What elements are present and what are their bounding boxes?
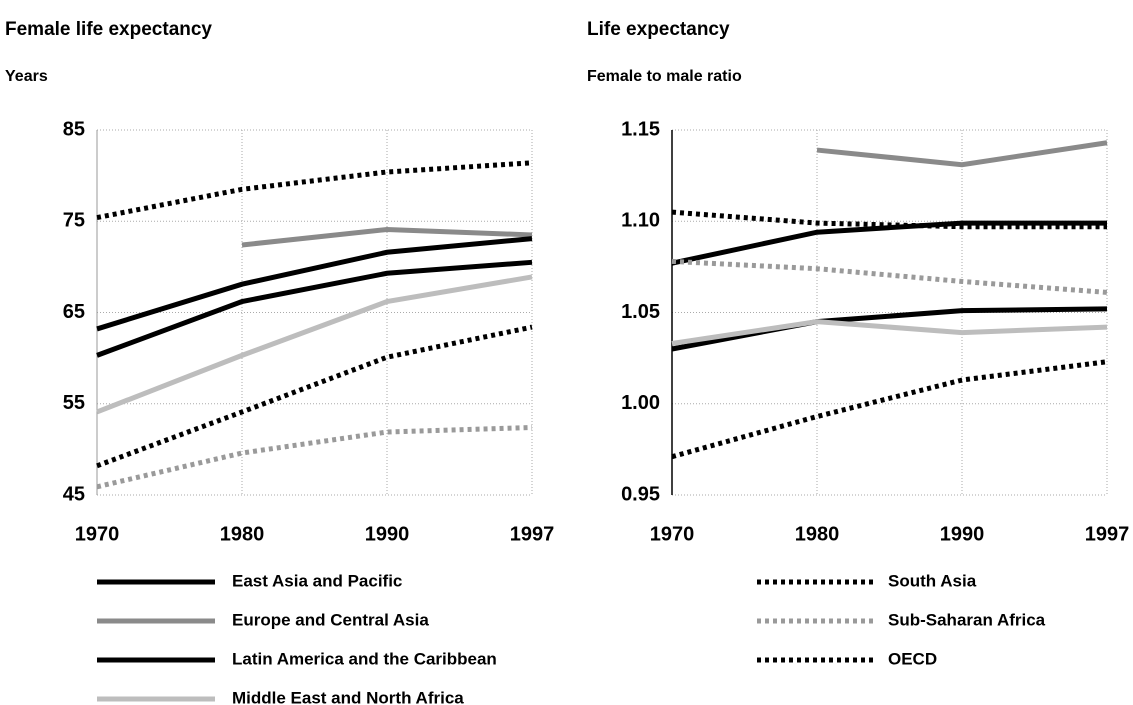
- chart-title: Female life expectancy: [5, 19, 212, 40]
- y-tick-label: 1.10: [621, 210, 660, 232]
- series-line: [671, 258, 1108, 295]
- legend-label: East Asia and Pacific: [232, 571, 402, 590]
- x-tick-label: 1997: [1085, 523, 1130, 545]
- series-line: [96, 274, 533, 415]
- x-tick-label: 1997: [510, 523, 555, 545]
- series-line: [96, 324, 533, 469]
- legend-label: Middle East and North Africa: [232, 688, 464, 705]
- y-tick-label: 45: [63, 483, 85, 505]
- legend-label: Sub-Saharan Africa: [888, 610, 1046, 629]
- series-line: [671, 306, 1108, 352]
- x-tick-label: 1970: [75, 523, 120, 545]
- legend-label: Latin America and the Caribbean: [232, 649, 497, 668]
- y-tick-label: 75: [63, 210, 85, 232]
- y-tick-label: 1.05: [621, 301, 660, 323]
- x-tick-label: 1980: [795, 523, 840, 545]
- y-tick-label: 65: [63, 301, 85, 323]
- legend-label: Europe and Central Asia: [232, 610, 429, 629]
- x-tick-label: 1990: [940, 523, 985, 545]
- y-tick-label: 1.15: [621, 118, 660, 140]
- x-tick-label: 1980: [220, 523, 265, 545]
- y-tick-label: 0.95: [621, 483, 660, 505]
- y-tick-label: 55: [63, 392, 85, 414]
- x-tick-label: 1970: [650, 523, 695, 545]
- series-line: [241, 226, 533, 248]
- series-line: [671, 359, 1108, 460]
- series-line: [816, 140, 1108, 168]
- series-line: [671, 220, 1107, 266]
- series-line: [96, 424, 533, 490]
- series-line: [671, 319, 1108, 346]
- chart-subtitle: Female to male ratio: [587, 68, 742, 85]
- y-tick-label: 85: [63, 118, 85, 140]
- y-tick-label: 1.00: [621, 392, 660, 414]
- series-line: [96, 259, 533, 358]
- series-line: [671, 209, 1107, 230]
- series-line: [96, 160, 533, 221]
- series-line: [96, 236, 533, 332]
- legend-label: OECD: [888, 649, 937, 668]
- x-tick-label: 1990: [365, 523, 410, 545]
- chart-subtitle: Years: [5, 68, 48, 85]
- legend-label: South Asia: [888, 571, 977, 590]
- chart-title: Life expectancy: [587, 19, 730, 40]
